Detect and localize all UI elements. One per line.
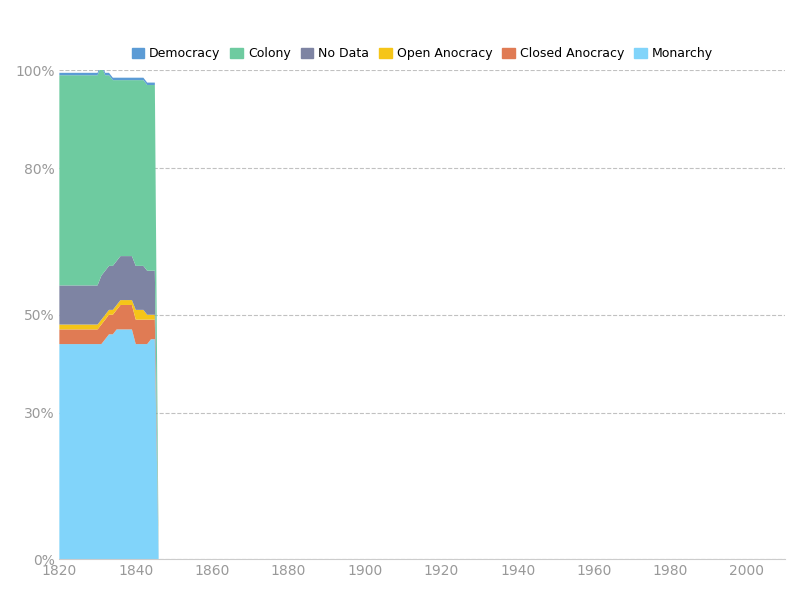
- Legend: Democracy, Colony, No Data, Open Anocracy, Closed Anocracy, Monarchy: Democracy, Colony, No Data, Open Anocrac…: [126, 42, 718, 65]
